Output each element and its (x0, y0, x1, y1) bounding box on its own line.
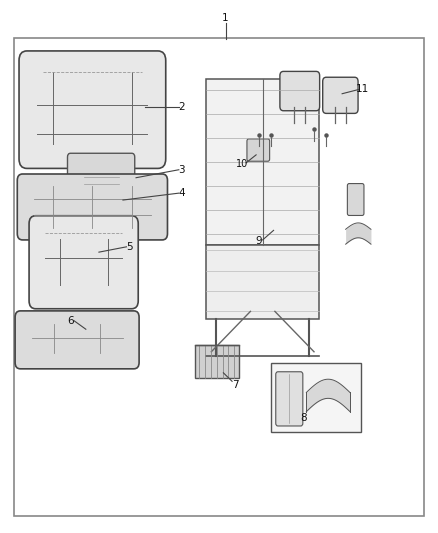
Bar (206, 79, 319, 245)
Bar (206, 245, 319, 319)
Text: 8: 8 (300, 413, 307, 423)
Text: 10: 10 (236, 159, 248, 169)
Text: 5: 5 (126, 242, 133, 252)
Text: 7: 7 (232, 379, 239, 390)
Text: 4: 4 (179, 188, 185, 198)
Text: 2: 2 (179, 102, 185, 112)
FancyBboxPatch shape (276, 372, 303, 426)
Text: 1: 1 (222, 13, 229, 23)
FancyBboxPatch shape (19, 51, 166, 168)
Text: 6: 6 (67, 316, 74, 326)
FancyBboxPatch shape (323, 77, 358, 114)
FancyBboxPatch shape (347, 183, 364, 215)
FancyBboxPatch shape (247, 139, 270, 161)
FancyBboxPatch shape (15, 311, 139, 369)
Bar (195, 345, 239, 378)
FancyBboxPatch shape (67, 154, 135, 201)
Text: 11: 11 (356, 84, 369, 94)
Text: 9: 9 (256, 236, 262, 246)
FancyBboxPatch shape (29, 216, 138, 309)
Bar (272, 364, 361, 432)
Text: 3: 3 (179, 165, 185, 175)
FancyBboxPatch shape (17, 174, 167, 240)
FancyBboxPatch shape (280, 71, 320, 111)
